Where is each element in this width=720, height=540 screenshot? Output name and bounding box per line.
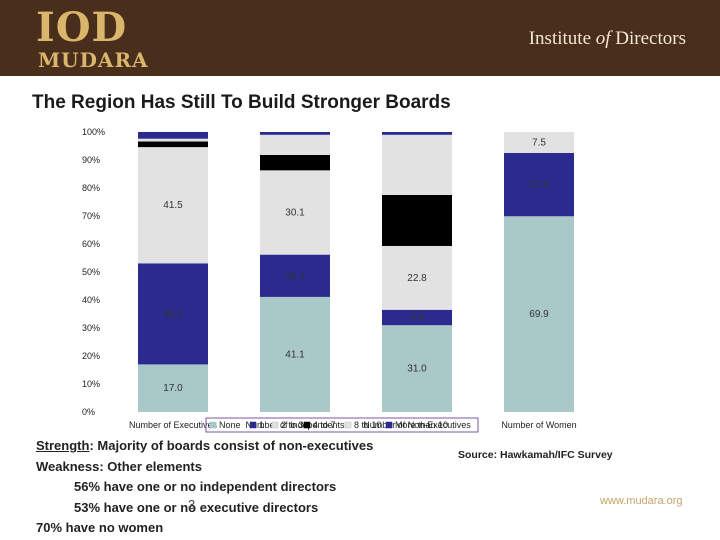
y-tick-label: 50% [82, 267, 100, 277]
note-women: 70% have no women [36, 520, 164, 535]
data-label: 69.9 [529, 309, 549, 320]
bar-segment [260, 154, 330, 171]
data-label: 30.1 [285, 208, 305, 219]
strength-label: Strength [36, 438, 90, 453]
bar-segment [382, 309, 452, 326]
data-label: 22.8 [407, 273, 427, 284]
bar-segment [504, 216, 574, 412]
y-tick-label: 0% [82, 407, 95, 417]
y-tick-label: 40% [82, 295, 100, 305]
legend-label: 1 [259, 420, 264, 430]
bar-segment [138, 364, 208, 412]
iod-logo: IOD [36, 4, 128, 51]
bar-segment [260, 296, 330, 412]
legend-swatch [271, 421, 279, 429]
y-tick-label: 20% [82, 351, 100, 361]
mudara-logo: MUDARA [38, 48, 149, 72]
notes-block: Strength: Majority of boards consist of … [36, 436, 373, 539]
legend-box [205, 417, 479, 433]
y-tick-label: 100% [82, 127, 105, 137]
bar-segment [382, 195, 452, 246]
weakness-text: Weakness: Other elements [36, 458, 202, 474]
y-tick-label: 10% [82, 379, 100, 389]
bar-segment [260, 134, 330, 155]
bar-segment [382, 325, 452, 412]
y-tick-label: 60% [82, 239, 100, 249]
category-label: Number of Executives [129, 420, 218, 430]
data-label: 36.1 [163, 309, 183, 320]
data-label: 15.1 [285, 271, 305, 282]
strength-text: : Majority of boards consist of non-exec… [89, 438, 374, 453]
legend-swatch [303, 421, 311, 429]
bar-segment [260, 132, 330, 135]
y-tick-label: 70% [82, 211, 100, 221]
legend-swatch [249, 421, 257, 429]
legend-label: 2 to 3 [281, 420, 304, 430]
note-independents: 56% have one or no independent directors [74, 479, 337, 494]
legend-label: 4 to 7 [313, 420, 336, 430]
page-number: 3 [188, 497, 196, 512]
data-label: 22.6 [529, 180, 549, 191]
bar-segment [260, 170, 330, 255]
bar-segment [138, 132, 208, 139]
data-label: 17.0 [163, 383, 183, 394]
data-label: 41.1 [285, 349, 305, 360]
category-label: Number of Independents [245, 420, 345, 430]
legend-label: 8 to 10 [354, 420, 382, 430]
bar-segment [138, 141, 208, 148]
institute-of-directors-wordmark: Institute of Directors [528, 28, 686, 49]
bar-segment [382, 134, 452, 195]
source-note: Source: Hawkamah/IFC Survey [458, 449, 613, 461]
data-label: 31.0 [407, 364, 427, 375]
category-label: Number of Women [501, 420, 576, 430]
legend-swatch [385, 421, 393, 429]
bar-segment [504, 153, 574, 217]
bar-segment [260, 254, 330, 297]
bar-segment [138, 147, 208, 264]
bar-segment [504, 132, 574, 153]
data-label: 7.5 [532, 138, 546, 149]
y-tick-label: 30% [82, 323, 100, 333]
note-executives: 53% have one or no executive directors [74, 499, 319, 515]
legend-swatch [344, 421, 352, 429]
header-banner: IOD MUDARA Institute of Directors [0, 0, 720, 76]
data-label: 41.5 [163, 200, 183, 211]
bar-segment [382, 132, 452, 135]
category-label: Number of Non-Executives [363, 420, 471, 430]
data-label: 5.5 [410, 313, 424, 324]
legend-label: None [219, 420, 241, 430]
legend-swatch [209, 421, 217, 429]
slide-title: The Region Has Still To Build Stronger B… [32, 92, 451, 113]
bar-segment [138, 263, 208, 365]
website-link[interactable]: www.mudara.org [600, 495, 683, 507]
bar-segment [382, 245, 452, 310]
legend-label: More than 10 [395, 420, 448, 430]
y-tick-label: 90% [82, 155, 100, 165]
bar-segment [138, 138, 208, 142]
y-tick-label: 80% [82, 183, 100, 193]
